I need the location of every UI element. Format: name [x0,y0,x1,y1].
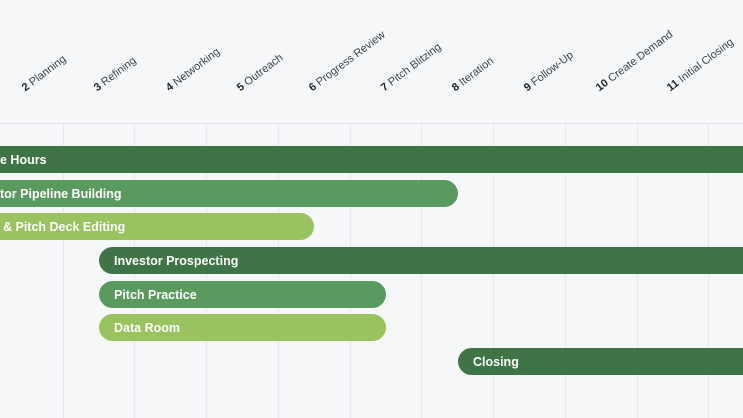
task-bar-investor-pipeline-building[interactable]: tor Pipeline Building [0,180,458,207]
timeline-header: 2Planning 3Refining 4Networking 5Outreac… [0,0,743,124]
column-label-planning: 2Planning [19,53,69,94]
column-label-progress-review: 6Progress Review [306,28,388,94]
task-label: e Hours [0,152,47,167]
task-label: & Pitch Deck Editing [3,219,126,234]
task-label: Data Room [114,320,180,335]
task-bar-pitch-deck-editing[interactable]: & Pitch Deck Editing [0,213,314,240]
column-label-outreach: 5Outreach [234,51,286,94]
grid-line [63,123,64,418]
task-bar-data-room[interactable]: Data Room [99,314,386,341]
task-label: Pitch Practice [114,287,197,302]
column-label-networking: 4Networking [163,45,223,94]
task-label: Closing [473,354,519,369]
column-label-iteration: 8Iteration [449,55,497,94]
column-label-refining: 3Refining [91,54,139,94]
task-bar-hours[interactable]: e Hours [0,146,743,173]
task-bar-investor-prospecting[interactable]: Investor Prospecting [99,247,743,274]
column-label-initial-closing: 11Initial Closing [664,36,736,94]
task-bar-pitch-practice[interactable]: Pitch Practice [99,281,386,308]
column-label-pitch-blitzing: 7Pitch Blitzing [378,41,444,94]
task-label: tor Pipeline Building [0,186,122,201]
task-label: Investor Prospecting [114,253,239,268]
column-label-follow-up: 9Follow-Up [521,49,576,94]
column-label-create-demand: 10Create Demand [593,28,676,94]
task-bar-closing[interactable]: Closing [458,348,743,375]
